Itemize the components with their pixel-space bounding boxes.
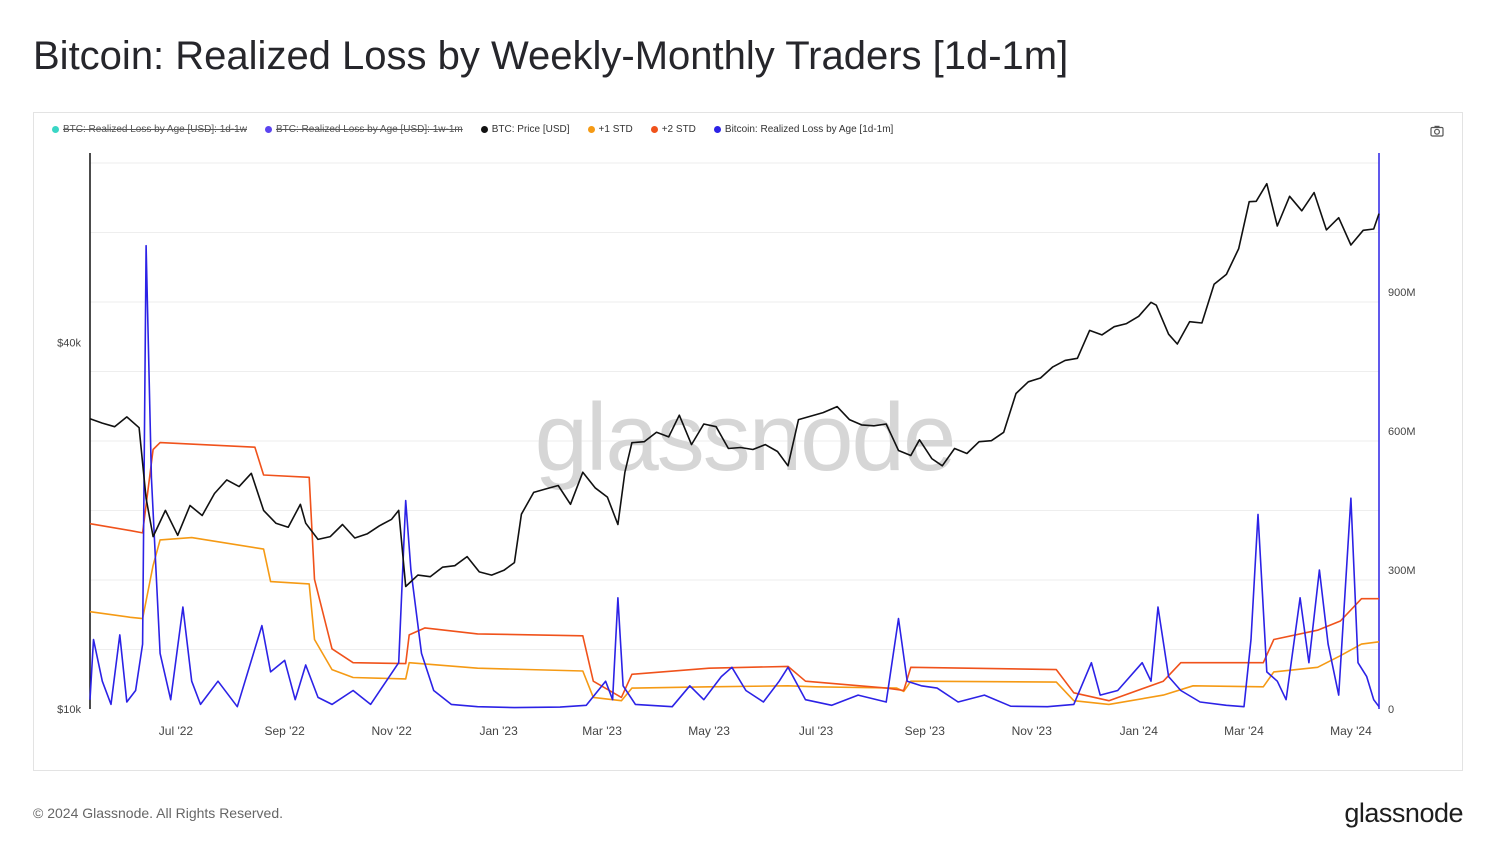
std1-line xyxy=(89,536,1380,706)
y-right-tick-label: 900M xyxy=(1388,287,1416,299)
legend-item[interactable]: +2 STD xyxy=(650,122,696,136)
legend-item[interactable]: Bitcoin: Realized Loss by Age [1d-1m] xyxy=(713,122,894,136)
x-tick-label: Nov '22 xyxy=(371,724,412,738)
y-left-tick-label: $10k xyxy=(57,704,81,716)
legend-dot-icon xyxy=(52,125,59,133)
chart-panel xyxy=(33,112,1463,771)
x-tick-label: May '24 xyxy=(1330,724,1372,738)
x-tick-label: Sep '22 xyxy=(265,724,306,738)
price-line xyxy=(89,182,1380,588)
legend-label: BTC: Realized Loss by Age [USD]: 1w-1m xyxy=(275,123,463,135)
x-tick-label: Sep '23 xyxy=(905,724,946,738)
watermark: glassnode xyxy=(535,384,955,491)
x-tick-label: Jan '24 xyxy=(1120,724,1159,738)
legend-label: Bitcoin: Realized Loss by Age [1d-1m] xyxy=(724,123,894,135)
legend-dot-icon xyxy=(480,125,488,133)
legend-dot-icon xyxy=(264,125,272,133)
x-tick-label: May '23 xyxy=(688,724,730,738)
copyright: © 2024 Glassnode. All Rights Reserved. xyxy=(33,805,284,821)
legend-label: BTC: Realized Loss by Age [USD]: 1d-1w xyxy=(63,123,247,135)
brand-logo: glassnode xyxy=(1344,798,1463,828)
x-tick-label: Jul '22 xyxy=(159,724,194,738)
legend-item[interactable]: BTC: Realized Loss by Age [USD]: 1w-1m xyxy=(264,122,463,136)
legend: BTC: Realized Loss by Age [USD]: 1d-1w BT… xyxy=(52,122,893,136)
x-tick-label: Jul '23 xyxy=(799,724,834,738)
legend-item[interactable]: BTC: Price [USD] xyxy=(480,122,570,136)
realized-loss-line xyxy=(89,244,1380,709)
y-right-tick-label: 0 xyxy=(1388,704,1394,716)
legend-dot-icon xyxy=(587,125,595,133)
x-tick-label: Nov '23 xyxy=(1012,724,1053,738)
x-tick-label: Mar '24 xyxy=(1224,724,1264,738)
y-right-tick-label: 300M xyxy=(1388,565,1416,577)
y-left-tick-label: $40k xyxy=(57,338,81,350)
x-tick-label: Mar '23 xyxy=(582,724,622,738)
legend-item[interactable]: BTC: Realized Loss by Age [USD]: 1d-1w xyxy=(52,122,247,136)
legend-item[interactable]: +1 STD xyxy=(587,122,633,136)
legend-label: +1 STD xyxy=(598,123,633,135)
legend-dot-icon xyxy=(713,125,721,133)
camera-icon[interactable] xyxy=(1430,125,1444,137)
legend-dot-icon xyxy=(650,125,658,133)
std2-line xyxy=(89,441,1379,702)
x-tick-label: Jan '23 xyxy=(479,724,518,738)
page-title: Bitcoin: Realized Loss by Weekly-Monthly… xyxy=(33,34,1069,78)
legend-label: BTC: Price [USD] xyxy=(491,123,570,135)
legend-label: +2 STD xyxy=(661,123,696,135)
y-right-tick-label: 600M xyxy=(1388,426,1416,438)
